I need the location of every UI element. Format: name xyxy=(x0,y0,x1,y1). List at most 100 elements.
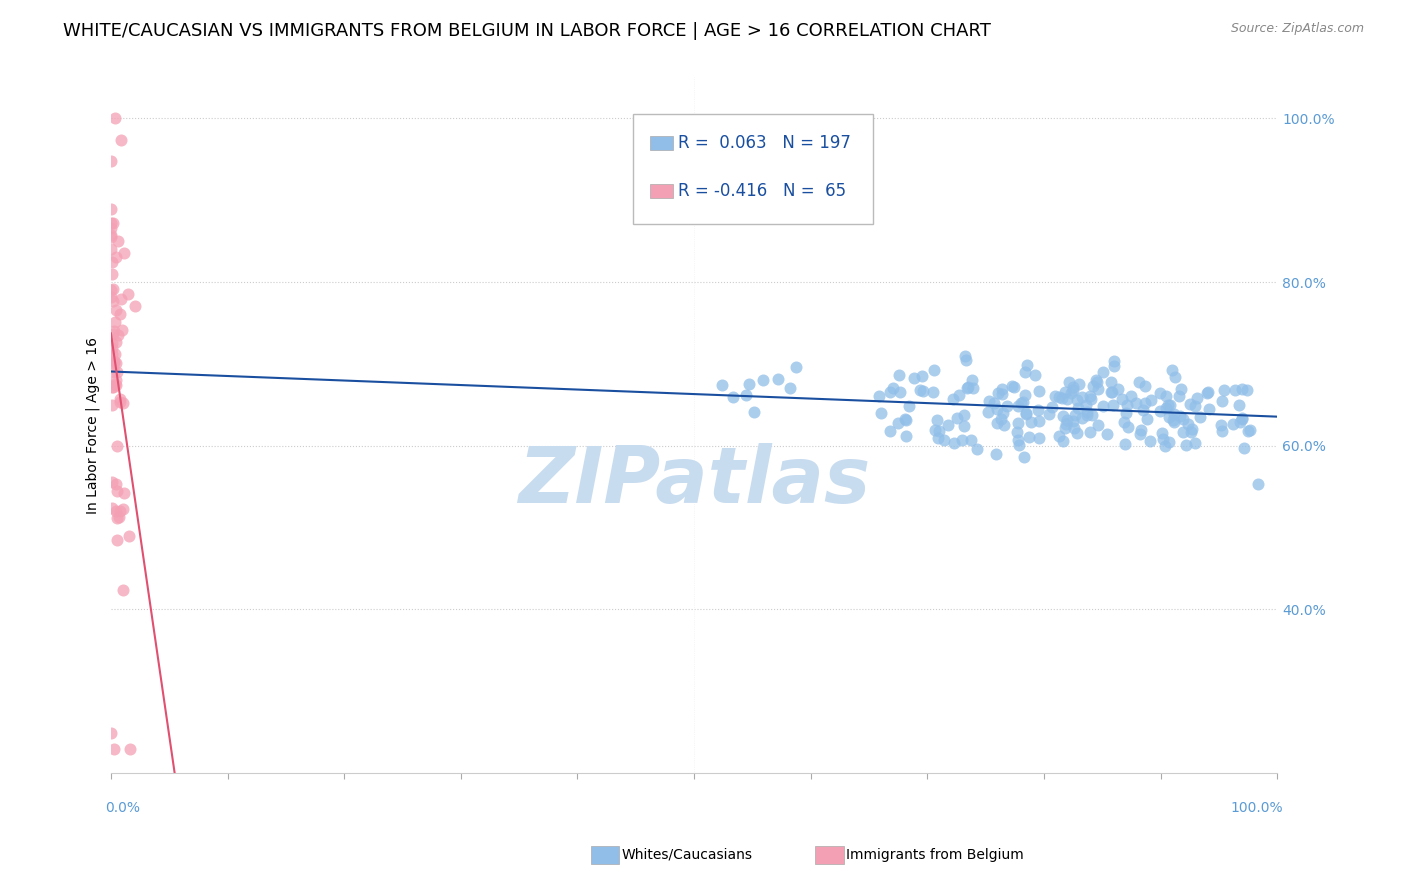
Point xyxy=(1163,415,1185,429)
Point xyxy=(738,376,761,391)
Point xyxy=(1133,396,1156,410)
Text: Whites/Caucasians: Whites/Caucasians xyxy=(621,847,752,862)
Point xyxy=(1211,394,1233,409)
Point xyxy=(1062,379,1084,393)
Point xyxy=(1099,375,1122,389)
Point xyxy=(103,324,125,338)
Point xyxy=(1002,380,1025,394)
Point xyxy=(903,371,925,385)
Point xyxy=(936,418,959,433)
Point xyxy=(1070,411,1092,425)
Point xyxy=(101,380,124,394)
Point xyxy=(1149,386,1171,401)
Point xyxy=(1066,401,1088,415)
Point xyxy=(1028,384,1050,398)
Point xyxy=(956,379,979,393)
Point xyxy=(108,510,131,524)
Point xyxy=(962,373,984,387)
Point xyxy=(986,447,1008,461)
Point xyxy=(1181,422,1204,436)
Point xyxy=(966,442,988,456)
Point xyxy=(1064,408,1087,422)
Point xyxy=(894,412,917,426)
Point xyxy=(1115,406,1137,420)
Point xyxy=(1223,383,1246,397)
Point xyxy=(101,216,124,230)
Y-axis label: In Labor Force | Age > 16: In Labor Force | Age > 16 xyxy=(86,337,100,514)
Point xyxy=(1043,389,1066,403)
Point xyxy=(1014,365,1036,379)
Point xyxy=(103,365,125,379)
Point xyxy=(103,293,125,308)
Point xyxy=(1230,382,1253,396)
Point xyxy=(104,504,127,518)
Point xyxy=(1237,425,1260,439)
Point xyxy=(1084,373,1107,387)
Point xyxy=(1159,398,1181,412)
Point xyxy=(100,397,122,411)
Point xyxy=(1005,425,1028,439)
Point xyxy=(953,419,976,434)
Point xyxy=(110,395,132,409)
Point xyxy=(1152,432,1174,446)
Point xyxy=(1085,375,1108,389)
Point xyxy=(977,394,1000,409)
Point xyxy=(103,354,125,368)
Point xyxy=(101,347,124,361)
Point xyxy=(1130,424,1153,438)
Point xyxy=(105,533,128,547)
Point xyxy=(110,323,132,337)
Point xyxy=(1163,408,1185,422)
Point xyxy=(894,413,917,427)
Point xyxy=(100,283,122,297)
Point xyxy=(112,395,135,409)
Point xyxy=(103,741,125,756)
Point xyxy=(1062,414,1084,428)
Point xyxy=(1062,383,1084,397)
Point xyxy=(1053,385,1076,400)
Point xyxy=(1168,409,1191,423)
Point xyxy=(124,299,146,313)
Point xyxy=(1195,385,1218,400)
Point xyxy=(711,378,734,392)
Point xyxy=(932,433,955,447)
Point xyxy=(1239,423,1261,437)
Point xyxy=(1028,414,1050,428)
Point xyxy=(997,400,1019,414)
Point xyxy=(100,221,122,235)
Point xyxy=(1197,384,1219,399)
Point xyxy=(1119,389,1142,403)
Point xyxy=(1175,438,1198,452)
Point xyxy=(101,380,124,394)
Point xyxy=(1007,433,1029,447)
Point xyxy=(879,425,901,439)
Point xyxy=(1026,402,1049,417)
Point xyxy=(112,246,135,260)
Point xyxy=(1066,392,1088,407)
Point xyxy=(990,411,1012,425)
Point xyxy=(1101,398,1123,412)
Point xyxy=(100,202,122,216)
Point xyxy=(779,381,801,395)
Point xyxy=(1095,426,1118,441)
Text: Source: ZipAtlas.com: Source: ZipAtlas.com xyxy=(1230,22,1364,36)
Point xyxy=(1028,430,1050,444)
Point xyxy=(1060,386,1083,401)
Point xyxy=(1087,382,1109,396)
Point xyxy=(108,307,131,321)
Point xyxy=(1173,411,1195,425)
Point xyxy=(104,112,127,126)
Point xyxy=(1091,399,1114,413)
Point xyxy=(991,382,1014,396)
Point xyxy=(1107,382,1129,396)
Point xyxy=(1078,389,1101,403)
Point xyxy=(104,347,127,361)
Point xyxy=(105,439,128,453)
Point xyxy=(100,475,122,489)
Point xyxy=(1187,392,1209,406)
Point xyxy=(1154,439,1177,453)
Point xyxy=(751,373,773,387)
Point xyxy=(1038,407,1060,421)
Point xyxy=(101,336,124,351)
Point xyxy=(1024,368,1046,382)
